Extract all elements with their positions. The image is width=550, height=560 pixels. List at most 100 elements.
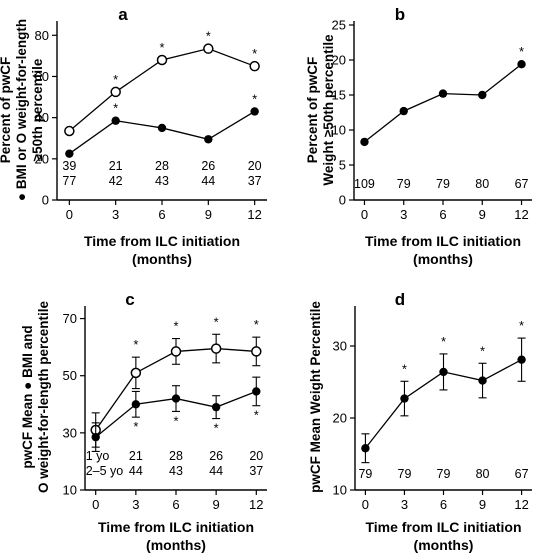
n-value: 44 [209,464,223,478]
y-tick-label: 40 [35,110,49,125]
n-value: 79 [398,467,412,481]
significance-star: * [173,413,178,428]
data-point-filled [171,394,181,403]
y-axis-label: Percent of pwCF [305,57,320,164]
significance-star: * [113,72,118,87]
n-value: 39 [62,159,76,173]
x-axis-label: (months) [413,251,473,267]
panel-a: a 0 20 40 60 80 0 3 6 9 12 Time from ILC initiation… [0,5,267,267]
significance-star: * [173,319,178,334]
n-value: 28 [155,159,169,173]
y-tick-label: 20 [333,411,347,426]
n-value: 20 [249,449,263,463]
data-point-filled [204,135,213,144]
y-axis-label: pwCF Mean ● BMI and [20,325,35,468]
data-point-filled [91,432,100,442]
panel-d: d 10 20 30 0 3 6 9 12 Time from ILC initiation (mo… [308,290,532,553]
significance-star: * [133,337,138,352]
x-tick-label: 0 [92,497,99,512]
x-axis-label: Time from ILC initiation [98,519,254,535]
n-value: 80 [476,467,490,481]
x-tick-label: 9 [479,207,486,222]
series-line [68,110,255,155]
n-value: 43 [155,174,169,188]
data-point-open [210,343,222,354]
y-tick-label: 25 [332,18,346,33]
data-point-open [170,346,182,357]
n-value: 67 [515,177,529,191]
x-tick-label: 6 [158,207,165,222]
y-axis-label: Percent of pwCF [0,57,13,164]
data-point-filled [478,376,487,385]
significance-star: * [252,46,257,61]
data-point-filled [252,387,261,396]
significance-star: * [519,318,524,333]
data-point-filled [517,355,526,364]
panel-label: c [125,290,134,309]
data-point-filled [65,149,74,158]
y-tick-label: 70 [63,311,77,326]
y-tick-label: 5 [339,158,346,173]
data-point-filled [439,367,448,377]
x-tick-label: 6 [172,497,179,512]
significance-star: * [441,334,446,349]
y-tick-label: 10 [333,483,347,498]
n-value: 79 [397,177,411,191]
significance-star: * [133,419,138,434]
y-tick-label: 30 [63,425,77,440]
significance-star: * [402,361,407,376]
x-tick-label: 0 [361,207,368,222]
data-point-filled [361,444,370,453]
significance-star: * [252,91,257,106]
n-value: 80 [475,177,489,191]
n-value: 44 [201,174,215,188]
x-tick-label: 12 [247,207,261,222]
y-axis-label: Weight ≥50th percentile [321,34,336,186]
significance-star: * [214,314,219,329]
x-tick-label: 3 [400,207,407,222]
data-point-filled [438,89,448,98]
data-point-filled [478,90,487,100]
significance-star: * [113,101,118,116]
data-point-open [110,86,121,98]
n-row-label: 1 yo [86,449,110,463]
x-tick-label: 9 [479,497,486,512]
significance-star: * [254,317,259,332]
y-tick-label: 60 [35,69,49,84]
y-tick-label: 20 [332,53,346,68]
n-value: 37 [248,174,262,188]
y-axis-label: ● BMI or O weight-for-length [14,19,29,201]
data-point-filled [111,116,120,125]
x-axis-label: (months) [132,251,192,267]
data-point-filled [400,394,409,403]
significance-star: * [254,408,259,423]
data-point-open [130,367,142,379]
n-value: 79 [436,177,450,191]
n-value: 43 [169,464,183,478]
significance-star: * [480,343,485,358]
n-value: 21 [129,449,143,463]
y-tick-label: 30 [333,339,347,354]
x-axis-label: (months) [414,537,474,553]
x-tick-label: 3 [132,497,139,512]
data-point-filled [250,107,259,116]
x-tick-label: 3 [112,207,119,222]
data-point-open [249,60,260,72]
y-tick-label: 10 [63,483,77,498]
x-tick-label: 12 [514,497,528,512]
x-tick-label: 0 [66,207,73,222]
panel-label: a [118,5,128,24]
y-tick-label: 20 [35,151,49,166]
n-value: 67 [515,467,529,481]
significance-star: * [214,421,219,436]
panel-label: d [395,290,405,309]
data-point-open [64,125,75,137]
y-tick-label: 0 [42,193,49,208]
x-tick-label: 6 [439,207,446,222]
data-point-open [156,54,168,66]
x-tick-label: 12 [249,497,263,512]
y-tick-label: 80 [35,28,49,43]
series-line [364,63,522,143]
panel-label: b [395,5,405,24]
